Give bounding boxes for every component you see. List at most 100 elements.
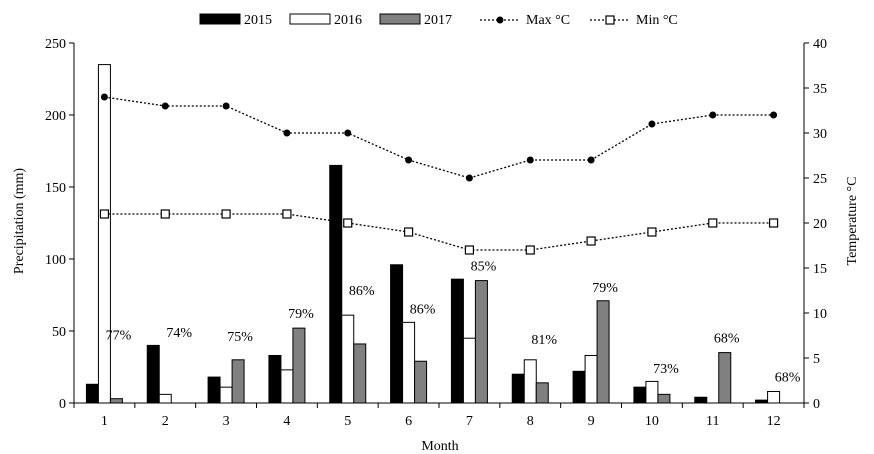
- line-min: [104, 213, 774, 251]
- humidity-annotations: 77% 74% 75% 79% 86% 86% 85% 81% 79% 73% 68% 68%: [106, 260, 801, 386]
- x-axis-title: Month: [421, 439, 458, 454]
- percent-label: 79%: [592, 281, 618, 296]
- point-min-temp: [403, 227, 414, 237]
- bar-2015: [694, 396, 708, 404]
- y-axis-title-right: Temperature °C: [845, 177, 860, 266]
- x-tick-label: 3: [223, 414, 230, 429]
- x-tick-label: 4: [283, 414, 290, 429]
- percent-label: 77%: [106, 329, 132, 344]
- bar-2016: [97, 64, 111, 404]
- bar-2016: [767, 390, 781, 404]
- point-max-temp: [344, 129, 352, 137]
- y-tick-label-right: 0: [813, 397, 820, 412]
- point-max-temp: [283, 129, 291, 137]
- y-tick-label-right: 40: [813, 37, 827, 52]
- y-tick-label-right: 5: [813, 352, 820, 367]
- legend-label-2016: 2016: [334, 13, 362, 28]
- x-tick-label: 1: [101, 414, 108, 429]
- percent-label: 86%: [349, 284, 375, 299]
- point-min-temp: [647, 227, 657, 237]
- bar-2016: [280, 369, 294, 404]
- point-max-temp: [709, 111, 717, 119]
- point-min-temp: [525, 245, 535, 255]
- bar-2015: [633, 386, 647, 404]
- point-max-temp: [100, 93, 108, 101]
- bar-2016: [219, 386, 233, 404]
- x-tick-label: 6: [405, 414, 412, 429]
- bar-2015: [390, 264, 404, 404]
- x-tick-label: 7: [466, 414, 473, 429]
- bar-2016: [158, 393, 172, 404]
- y-axis-right: 0 5 10 15 20 25 30 35 40: [803, 37, 827, 412]
- bar-2017: [474, 280, 488, 404]
- legend-swatch-2017: [379, 13, 421, 25]
- point-min-temp: [99, 209, 110, 219]
- x-tick-label: 10: [645, 414, 659, 429]
- bar-2015: [511, 373, 525, 404]
- legend-marker-min: [605, 15, 615, 25]
- bar-2017: [657, 393, 671, 404]
- bar-2016: [402, 321, 416, 404]
- point-min-temp: [464, 245, 475, 255]
- percent-label: 86%: [410, 303, 436, 318]
- percent-label: 68%: [775, 370, 801, 385]
- bar-2016: [341, 314, 355, 404]
- x-tick-label: 11: [706, 414, 719, 429]
- y-tick-label-right: 35: [813, 82, 827, 97]
- legend-marker-max: [496, 16, 504, 24]
- line-max: [104, 96, 774, 179]
- point-min-temp: [586, 236, 596, 246]
- legend-label-2017: 2017: [424, 13, 452, 28]
- y-tick-label-right: 15: [813, 262, 827, 277]
- point-min-temp: [768, 218, 779, 228]
- x-tick-label: 8: [527, 414, 534, 429]
- bars: [85, 64, 781, 404]
- bar-2015: [572, 370, 586, 404]
- point-min-temp: [160, 209, 170, 219]
- y-tick-label-right: 25: [813, 172, 827, 187]
- legend-label-2015: 2015: [244, 13, 272, 28]
- point-max-temp: [465, 174, 473, 182]
- percent-label: 85%: [471, 260, 497, 275]
- legend-label-line: Max °C: [526, 13, 570, 28]
- y-axis-title-left: Precipitation (mm): [12, 168, 27, 274]
- y-tick-label-right: 20: [813, 217, 827, 232]
- legend-swatch-2016: [289, 13, 331, 25]
- bar-2016: [523, 359, 537, 404]
- y-tick-label-right: 10: [813, 307, 827, 322]
- bar-2015: [146, 344, 160, 404]
- y-tick-label-left: 50: [52, 325, 66, 340]
- point-max-temp: [770, 111, 778, 119]
- x-tick-label: 2: [162, 414, 169, 429]
- y-tick-label-left: 200: [45, 109, 66, 124]
- bar-2017: [109, 398, 123, 404]
- temperature-lines: [99, 93, 779, 255]
- legend-label-line: Min °C: [636, 13, 678, 28]
- point-max-temp: [161, 102, 169, 110]
- bar-2015: [755, 399, 769, 404]
- point-max-temp: [222, 102, 230, 110]
- y-tick-label-left: 0: [59, 397, 66, 412]
- y-tick-label-right: 30: [813, 127, 827, 142]
- x-axis: 1 2 3 4 5 6 7 8 9 10 11 12: [73, 402, 805, 429]
- percent-label: 79%: [288, 307, 314, 322]
- point-min-temp: [343, 218, 353, 228]
- percent-label: 68%: [714, 332, 740, 347]
- bar-2016: [462, 337, 476, 404]
- bar-2017: [353, 343, 367, 404]
- bar-2015: [329, 164, 343, 404]
- percent-label: 74%: [166, 326, 192, 341]
- point-max-temp: [526, 156, 534, 164]
- bar-2015: [268, 354, 282, 404]
- point-max-temp: [587, 156, 595, 164]
- point-min-temp: [282, 209, 292, 219]
- percent-label: 73%: [653, 362, 679, 377]
- bar-2017: [718, 352, 732, 404]
- percent-label: 81%: [531, 333, 557, 348]
- x-tick-label: 9: [588, 414, 595, 429]
- y-axis-left: 0 50 100 150 200 250: [45, 37, 75, 412]
- y-tick-label-left: 100: [45, 253, 66, 268]
- bar-2017: [231, 359, 245, 404]
- legend: 2015 2016 2017 Max °C Min °C: [199, 13, 678, 28]
